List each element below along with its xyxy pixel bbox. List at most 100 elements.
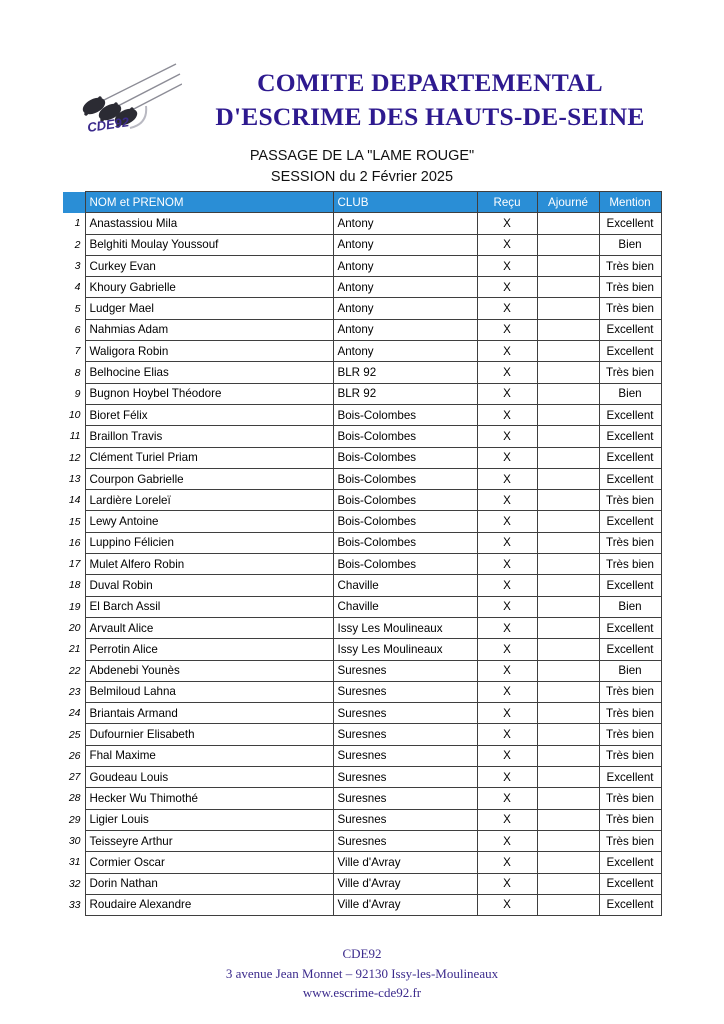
cell-mention: Excellent (598, 872, 662, 895)
cell-mention: Très bien (598, 723, 662, 746)
table-row: 21 Perrotin Alice Issy Les Moulineaux X Exce… (63, 638, 662, 661)
table-row: 32 Dorin Nathan Ville d'Avray X Excellent (63, 872, 662, 895)
table-row: 17 Mulet Alfero Robin Bois-Colombes X Très b… (63, 553, 662, 576)
roster-table: NOM et PRENOM CLUB Reçu Ajourné Mention … (63, 190, 662, 917)
row-index: 26 (68, 749, 81, 762)
cell-name: Waligora Robin (84, 340, 334, 363)
table-row: 10 Bioret Félix Bois-Colombes X Excellent (63, 403, 662, 427)
table-row: 12 Clément Turiel Priam Bois-Colombes X Exce… (63, 446, 662, 469)
cell-club: Bois-Colombes (332, 510, 478, 533)
table-row: 6 Nahmias Adam Antony X Excellent (63, 318, 662, 342)
cell-ajourne (536, 531, 600, 555)
table-row: 3 Curkey Evan Antony X Très bien (63, 254, 662, 278)
row-index: 24 (68, 707, 81, 720)
cell-club: BLR 92 (332, 382, 478, 405)
cell-ajourne (536, 489, 600, 512)
row-index: 22 (68, 664, 81, 677)
cell-club: Bois-Colombes (332, 531, 478, 555)
cell-recu: X (476, 723, 538, 746)
cell-ajourne (536, 872, 600, 895)
cell-name: Briantais Armand (84, 702, 334, 725)
table-row: 16 Luppino Félicien Bois-Colombes X Très bie… (63, 531, 662, 555)
cell-recu: X (476, 467, 538, 491)
cell-recu: X (476, 361, 538, 384)
cell-ajourne (536, 467, 600, 491)
cell-name: Goudeau Louis (84, 766, 334, 789)
column-header-club: CLUB (332, 190, 478, 214)
document-header: CDE92 COMITE DEPARTEMENTAL D'ESCRIME DES… (0, 60, 724, 140)
cell-name: Perrotin Alice (84, 638, 334, 661)
row-index: 2 (74, 238, 81, 251)
cell-club: Antony (332, 212, 478, 235)
table-row: 1 Anastassiou Mila Antony X Excellent (63, 212, 662, 235)
cell-name: Braillon Travis (84, 425, 334, 448)
table-row: 7 Waligora Robin Antony X Excellent (63, 340, 662, 363)
cell-name: Teisseyre Arthur (84, 829, 334, 853)
row-index: 32 (68, 877, 81, 890)
cell-recu: X (476, 340, 538, 363)
table-header-row: NOM et PRENOM CLUB Reçu Ajourné Mention (63, 190, 662, 214)
cell-ajourne (536, 340, 600, 363)
cell-name: Lewy Antoine (84, 510, 334, 533)
table-row: 19 El Barch Assil Chaville X Bien (63, 595, 662, 618)
cell-mention: Très bien (598, 276, 662, 299)
cell-mention: Très bien (598, 702, 662, 725)
cell-club: Bois-Colombes (332, 446, 478, 469)
cell-name: Anastassiou Mila (84, 212, 334, 235)
cell-recu: X (476, 531, 538, 555)
table-row: 15 Lewy Antoine Bois-Colombes X Excellent (63, 510, 662, 533)
cell-club: Suresnes (332, 744, 478, 768)
cell-name: Belmiloud Lahna (84, 680, 334, 704)
cell-recu: X (476, 382, 538, 405)
table-row: 2 Belghiti Moulay Youssouf Antony X Bien (63, 233, 662, 256)
cell-club: Bois-Colombes (332, 489, 478, 512)
cell-ajourne (536, 851, 600, 874)
cell-recu: X (476, 276, 538, 299)
cell-ajourne (536, 638, 600, 661)
cell-mention: Excellent (598, 467, 662, 491)
cell-mention: Très bien (598, 744, 662, 768)
cell-mention: Excellent (598, 638, 662, 661)
cell-ajourne (536, 808, 600, 831)
cell-club: Issy Les Moulineaux (332, 638, 478, 661)
cell-mention: Excellent (598, 425, 662, 448)
cell-mention: Excellent (598, 212, 662, 235)
cell-ajourne (536, 318, 600, 342)
table-row: 26 Fhal Maxime Suresnes X Très bien (63, 744, 662, 768)
cell-club: Issy Les Moulineaux (332, 616, 478, 640)
cell-mention: Excellent (598, 318, 662, 342)
cell-ajourne (536, 702, 600, 725)
table-row: 13 Courpon Gabrielle Bois-Colombes X Excelle… (63, 467, 662, 491)
column-header-ajourne: Ajourné (536, 190, 600, 214)
document-footer: CDE92 3 avenue Jean Monnet – 92130 Issy-… (0, 944, 724, 1003)
table-row: 27 Goudeau Louis Suresnes X Excellent (63, 766, 662, 789)
cell-mention: Excellent (598, 446, 662, 469)
cell-ajourne (536, 233, 600, 256)
row-index: 31 (68, 856, 81, 869)
cell-club: Antony (332, 233, 478, 256)
cell-recu: X (476, 659, 538, 682)
cell-name: Dufournier Elisabeth (84, 723, 334, 746)
cell-ajourne (536, 446, 600, 469)
row-index: 19 (68, 600, 81, 613)
row-index: 6 (74, 323, 81, 336)
cell-club: Chaville (332, 595, 478, 618)
footer-org: CDE92 (342, 946, 382, 961)
cell-mention: Très bien (598, 531, 662, 555)
cell-club: Ville d'Avray (332, 851, 478, 874)
cde92-logo: CDE92 (72, 62, 182, 140)
cell-club: Bois-Colombes (332, 553, 478, 576)
cell-recu: X (476, 702, 538, 725)
row-index: 14 (68, 494, 81, 507)
cell-name: Fhal Maxime (84, 744, 334, 768)
table-row: 29 Ligier Louis Suresnes X Très bien (63, 808, 662, 831)
cell-mention: Excellent (598, 574, 662, 597)
cell-recu: X (476, 595, 538, 618)
logo-text: CDE92 (86, 114, 130, 135)
cell-recu: X (476, 403, 538, 427)
cell-ajourne (536, 595, 600, 618)
table-row: 25 Dufournier Elisabeth Suresnes X Très bien (63, 723, 662, 746)
cell-club: Suresnes (332, 723, 478, 746)
cell-club: Suresnes (332, 808, 478, 831)
cell-club: Ville d'Avray (332, 893, 478, 917)
